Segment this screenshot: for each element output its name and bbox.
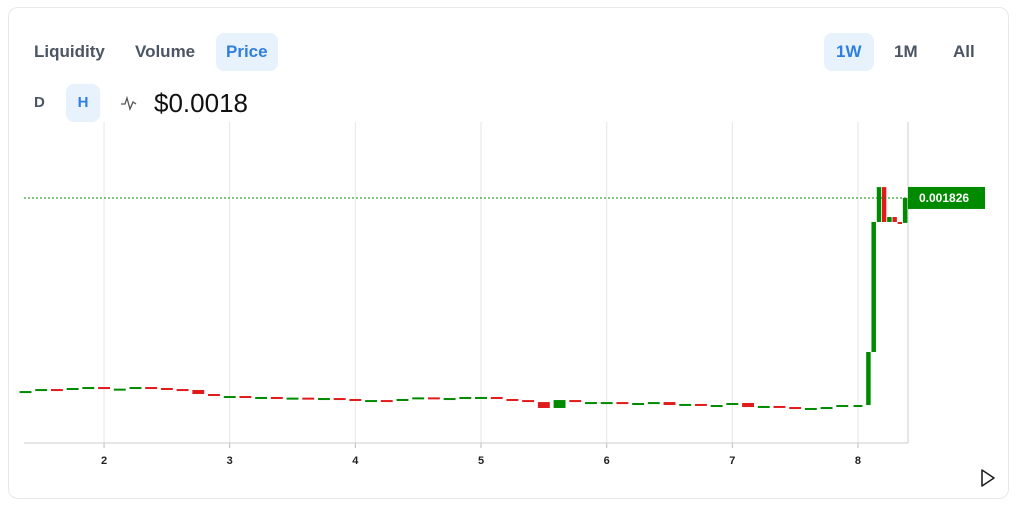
candle-body [113,388,126,391]
candle-body [98,387,110,390]
candle-body [333,398,346,401]
candle-body [694,403,707,406]
candle-body [632,403,645,406]
candle-body [726,403,739,406]
x-tick-label: 8 [855,455,861,467]
candle-body [757,405,770,408]
x-tick-label: 3 [227,455,233,467]
candle-body [365,400,378,403]
candle-body [679,403,692,406]
candle-body [270,396,283,399]
x-tick-label: 2 [101,455,107,467]
candle-body [176,389,189,392]
candle-body [192,389,205,395]
candle-body [490,396,503,399]
candle-body [600,402,613,405]
interval-active[interactable]: H [66,84,100,122]
candle-body [160,387,173,390]
candle-body [836,405,849,408]
candle-body [223,396,236,399]
candle-body [82,387,95,390]
candle-body [897,221,903,224]
candle-body [881,187,887,222]
range[interactable]: 1M [894,42,918,61]
candle-body [887,217,892,222]
candle-body [286,397,299,400]
candle-body [317,398,330,401]
candle-body [239,396,252,399]
candle-body [663,402,676,406]
line-icon[interactable] [121,95,137,111]
candle-body [585,402,597,405]
candle-body [35,389,48,392]
tab-active[interactable]: Price [216,33,278,71]
candle-body [427,397,440,400]
tab[interactable]: Volume [135,42,196,61]
current-price: $0.0018 [154,88,248,118]
candle-body [789,407,802,410]
x-tick-label: 6 [604,455,610,467]
candle-body [892,217,897,222]
candle-body [302,397,315,400]
candle-body [804,407,817,410]
candle-body [50,389,63,392]
candle-body [396,398,409,401]
candle-body [742,403,754,408]
range[interactable]: All [953,42,975,61]
candle-body [522,400,535,403]
candle-body [537,402,550,408]
candle-body [380,400,393,403]
candle-body [876,187,882,222]
range-active[interactable]: 1W [824,33,874,71]
candle-body [412,397,425,400]
candle-body [145,387,158,390]
candle-body [647,402,660,405]
candle-body [475,396,487,399]
last-price-box [908,186,985,209]
candle-body [459,396,472,399]
candle-body [19,391,32,394]
last-price-label: 0.001826 [919,191,969,205]
candle-body [853,405,863,408]
candle-body [443,398,456,401]
candle-body [871,221,876,353]
interval[interactable]: D [34,94,45,111]
candle-body [820,407,833,410]
candle-body [208,394,220,397]
candle-body [506,398,519,401]
x-tick-label: 7 [729,455,735,467]
candle-body [710,405,723,408]
play-icon[interactable] [981,469,995,487]
candle-body [349,398,362,401]
card [8,7,1009,499]
candle-body [616,402,629,405]
candle-body [66,387,79,390]
candle-body [866,352,871,406]
candle-body [129,387,142,390]
x-tick-label: 5 [478,455,484,467]
candle-body [553,400,566,408]
candle-body [569,400,582,403]
candle-body [902,197,908,223]
candle-body [773,405,786,408]
x-tick-label: 4 [352,455,359,467]
candle-body [255,396,268,399]
tab[interactable]: Liquidity [34,42,105,61]
